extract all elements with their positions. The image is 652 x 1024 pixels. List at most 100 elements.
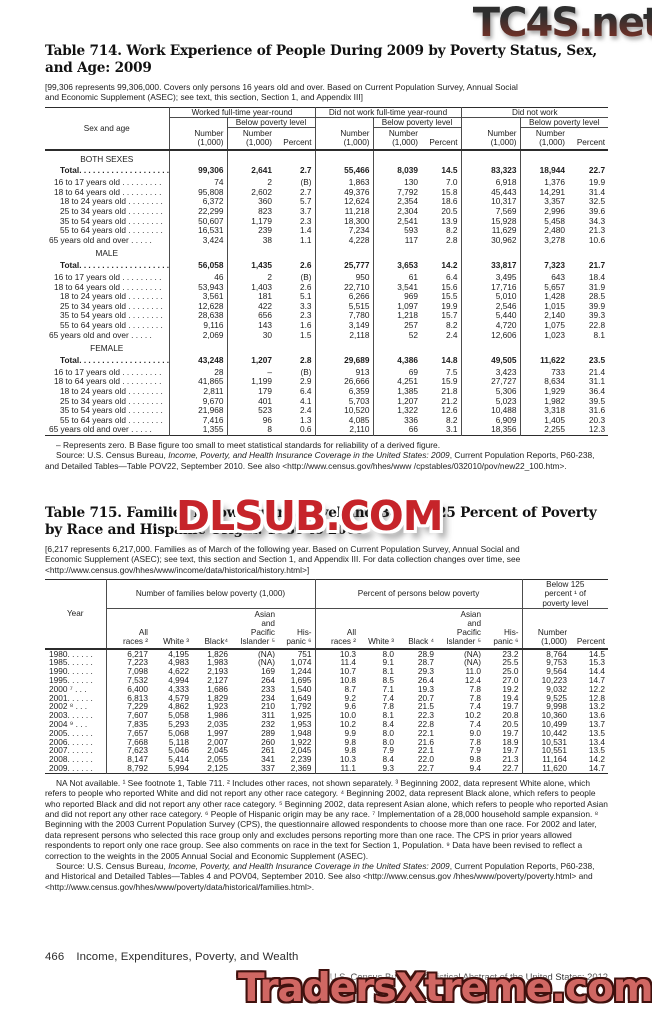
value-cell: 2.4 bbox=[421, 330, 462, 341]
value-cell: 14.5 bbox=[588, 648, 606, 659]
value-cell: 14.8 bbox=[421, 354, 462, 368]
value-cell: 7.8 bbox=[469, 684, 482, 694]
value-cell: 1,322 bbox=[397, 406, 419, 416]
table-row: 25 to 34 years old . . . . . . . . 22,299… bbox=[45, 207, 608, 217]
value-cell: 15,928 bbox=[461, 216, 521, 227]
value-cell: 5,657 bbox=[544, 282, 566, 292]
table714-notes: – Represents zero. B Base figure too sma… bbox=[45, 440, 608, 471]
value-cell: 130 bbox=[404, 178, 419, 188]
value-cell: 2.3 bbox=[275, 216, 316, 227]
value-cell: 7.4 bbox=[469, 720, 482, 729]
value-cell: 257 bbox=[404, 320, 419, 330]
value-cell: 38 bbox=[262, 235, 272, 245]
value-cell: 9,525 bbox=[546, 693, 568, 703]
value-cell: 11,629 bbox=[461, 226, 521, 236]
value-cell: 28.9 bbox=[417, 648, 435, 659]
value-cell: 1,403 bbox=[251, 282, 272, 292]
value-cell: 10.2 bbox=[339, 720, 357, 729]
col-header-hispanic: His- panic ⁶ bbox=[484, 608, 523, 649]
empty-cell bbox=[373, 245, 421, 259]
value-cell: 117 bbox=[404, 235, 419, 245]
row-label: 35 to 54 years old . . . . . . . . bbox=[45, 406, 170, 416]
value-cell: 18,300 bbox=[315, 216, 374, 227]
table715: Year Number of families below poverty (1… bbox=[45, 579, 609, 774]
row-label: 16 to 17 years old . . . . . . . . . bbox=[45, 178, 170, 188]
value-cell: 3.7 bbox=[275, 207, 316, 217]
value-cell: 39.5 bbox=[588, 396, 606, 406]
year-label: 1990. . . . . . bbox=[45, 667, 107, 677]
year-label: 2004 ⁹ . . . bbox=[45, 720, 107, 729]
value-cell: (B) bbox=[275, 272, 316, 283]
empty-cell bbox=[169, 340, 228, 355]
empty-cell bbox=[275, 245, 316, 260]
value-cell: 7,657 bbox=[127, 728, 148, 738]
table-row: 2008. . . . . . 8,147 5,414 2,055 341 2,239 10… bbox=[45, 755, 608, 764]
empty-cell bbox=[373, 340, 421, 354]
value-cell: 8.0 bbox=[382, 728, 395, 738]
value-cell: 1.1 bbox=[275, 235, 316, 246]
row-label: 65 years old and over . . . . . bbox=[45, 425, 170, 436]
value-cell: – bbox=[267, 367, 272, 377]
value-cell: 4,228 bbox=[315, 235, 374, 246]
value-cell: 8,634 bbox=[544, 377, 566, 387]
value-cell: 10,499 bbox=[541, 720, 568, 729]
col-header-number: Number (1,000) bbox=[388, 129, 419, 148]
value-cell: 311 bbox=[261, 711, 275, 721]
value-cell: 10.3 bbox=[339, 755, 357, 764]
value-cell: 1,199 bbox=[251, 377, 272, 387]
value-cell: 32.5 bbox=[588, 197, 606, 207]
value-cell: 341 bbox=[261, 755, 275, 764]
value-cell: 232 bbox=[261, 720, 275, 729]
value-cell: 1,385 bbox=[397, 386, 419, 396]
census-credit-line: U.S. Census Bureau, Statistical Abstract… bbox=[329, 971, 608, 982]
value-cell: 2,007 bbox=[207, 737, 228, 747]
value-cell: 28,638 bbox=[169, 311, 228, 321]
value-cell: 2,193 bbox=[207, 667, 228, 677]
value-cell: 14,291 bbox=[539, 187, 566, 197]
value-cell: 2,118 bbox=[315, 330, 374, 341]
value-cell: 13.4 bbox=[588, 737, 606, 747]
table-row: 25 to 34 years old . . . . . . . . 9,670 4… bbox=[45, 396, 608, 407]
value-cell: 1,983 bbox=[207, 658, 228, 668]
value-cell: 2,811 bbox=[169, 386, 228, 397]
value-cell: 1,405 bbox=[544, 415, 566, 425]
empty-cell bbox=[568, 150, 608, 165]
table714-block: Table 714. Work Experience of People Dur… bbox=[45, 43, 609, 471]
value-cell: 4,333 bbox=[168, 684, 189, 694]
value-cell: 66 bbox=[408, 425, 419, 435]
value-cell: 21.4 bbox=[588, 367, 606, 377]
value-cell: 1,179 bbox=[251, 216, 272, 226]
value-cell: 10,360 bbox=[541, 711, 568, 721]
value-cell: (NA) bbox=[463, 648, 482, 659]
value-cell: 5,440 bbox=[461, 311, 521, 321]
value-cell: 12,624 bbox=[315, 197, 374, 207]
value-cell: 18.6 bbox=[421, 197, 462, 207]
value-cell: 3,278 bbox=[544, 235, 566, 245]
table-row: 2005. . . . . . 7,657 5,068 1,997 289 1,948 9.… bbox=[45, 728, 608, 738]
value-cell: 2,125 bbox=[207, 764, 228, 773]
row-label: 18 to 24 years old . . . . . . . . bbox=[45, 386, 170, 397]
year-label: 2007. . . . . . bbox=[45, 746, 107, 756]
value-cell: 10.8 bbox=[339, 676, 357, 685]
value-cell: 3,561 bbox=[169, 292, 228, 302]
value-cell: 2.4 bbox=[275, 406, 316, 416]
watermark-tc4s: TC4S.net bbox=[473, 0, 652, 46]
value-cell: 4,622 bbox=[168, 667, 189, 677]
table-row: 55 to 64 years old . . . . . . . . 16,531… bbox=[45, 226, 608, 236]
value-cell: 239 bbox=[258, 226, 272, 236]
value-cell: 15.5 bbox=[421, 292, 462, 302]
row-label: 25 to 34 years old . . . . . . . . bbox=[45, 207, 170, 217]
value-cell: 22,299 bbox=[169, 207, 228, 217]
value-cell: 2.9 bbox=[275, 377, 316, 387]
value-cell: 29,689 bbox=[315, 354, 374, 368]
value-cell: 9.3 bbox=[382, 764, 395, 773]
year-label: 1985. . . . . . bbox=[45, 658, 107, 668]
table-row: 18 to 24 years old . . . . . . . . 6,372 3… bbox=[45, 197, 608, 207]
value-cell: 12.6 bbox=[421, 406, 462, 416]
value-cell: 8.1 bbox=[382, 667, 395, 677]
value-cell: 1,686 bbox=[207, 684, 228, 694]
value-cell: 2.8 bbox=[421, 235, 462, 246]
value-cell: 8,792 bbox=[127, 764, 148, 773]
table715-footnotes: NA Not available. ¹ See footnote 1, Tabl… bbox=[45, 777, 608, 861]
value-cell: 3.3 bbox=[275, 301, 316, 312]
